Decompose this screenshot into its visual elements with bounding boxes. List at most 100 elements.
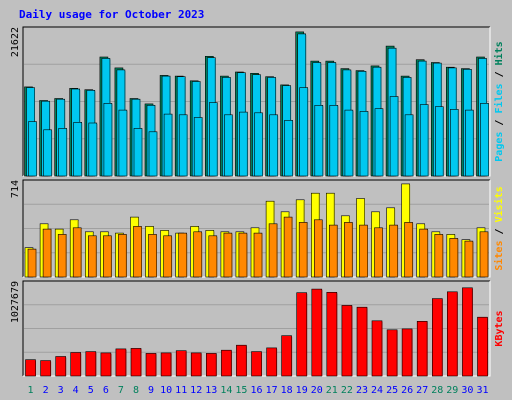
bar-kbytes bbox=[266, 347, 277, 377]
x-tick-label: 4 bbox=[73, 385, 79, 396]
bar-kbytes bbox=[326, 291, 338, 377]
bar-pages bbox=[449, 109, 459, 177]
bar-kbytes bbox=[25, 359, 36, 377]
bar-kbytes bbox=[251, 351, 262, 377]
bar-kbytes bbox=[401, 328, 413, 377]
bar-pages bbox=[359, 111, 369, 177]
bar-pages bbox=[465, 109, 474, 177]
ymax-label: 1027679 bbox=[10, 281, 21, 323]
panel-middle: 714 Sites / Visits bbox=[10, 179, 505, 278]
bar-pages bbox=[133, 128, 143, 177]
x-tick-label: 1 bbox=[27, 385, 33, 396]
ymax-label: 714 bbox=[10, 180, 21, 198]
bar-sites bbox=[253, 232, 263, 278]
legend-hits: Hits bbox=[493, 41, 505, 65]
x-tick-label: 12 bbox=[190, 385, 202, 396]
bar-kbytes bbox=[70, 352, 81, 377]
bar-pages bbox=[329, 105, 339, 177]
bar-pages bbox=[103, 103, 113, 177]
x-tick-label: 20 bbox=[311, 385, 323, 396]
series-legend: Pages / Files / Hits bbox=[493, 41, 505, 161]
x-tick-label: 8 bbox=[133, 385, 139, 396]
bar-pages bbox=[314, 105, 324, 177]
bar-kbytes bbox=[206, 353, 217, 377]
bar-kbytes bbox=[311, 288, 323, 377]
panel-top: 21622 Pages / Files / Hits bbox=[10, 26, 505, 177]
bar-pages bbox=[73, 122, 82, 177]
bar-sites bbox=[419, 228, 429, 278]
bar-kbytes bbox=[236, 344, 247, 377]
x-tick-label: 13 bbox=[205, 385, 217, 396]
bar-sites bbox=[389, 224, 398, 278]
bar-kbytes bbox=[462, 287, 473, 377]
bar-pages bbox=[88, 122, 98, 177]
bar-pages bbox=[209, 102, 218, 177]
x-tick-label: 2 bbox=[43, 385, 49, 396]
bar-pages bbox=[193, 117, 203, 177]
bar-pages bbox=[284, 120, 293, 177]
bar-sites bbox=[193, 231, 202, 278]
bar-pages bbox=[374, 108, 384, 177]
bar-kbytes bbox=[416, 320, 428, 377]
bar-pages bbox=[404, 114, 414, 177]
x-tick-label: 11 bbox=[175, 385, 187, 396]
bar-sites bbox=[404, 222, 413, 278]
bar-pages bbox=[299, 87, 309, 177]
panel-bottom: 1027679 KBytes bbox=[10, 280, 505, 377]
x-tick-label: 26 bbox=[401, 385, 413, 396]
bar-sites bbox=[434, 234, 444, 278]
x-tick-label: 31 bbox=[476, 385, 488, 396]
chart-title: Daily usage for October 2023 bbox=[19, 8, 204, 21]
bar-kbytes bbox=[221, 349, 232, 377]
legend-visits: Visits bbox=[493, 186, 505, 222]
bar-sites bbox=[298, 222, 308, 278]
x-tick-label: 10 bbox=[160, 385, 172, 396]
panel-border bbox=[22, 280, 490, 376]
bar-sites bbox=[178, 232, 187, 278]
legend-separator: / bbox=[494, 114, 505, 132]
x-tick-label: 29 bbox=[446, 385, 458, 396]
x-tick-label: 3 bbox=[58, 385, 64, 396]
bar-pages bbox=[269, 114, 278, 177]
bar-sites bbox=[449, 238, 459, 278]
bar-pages bbox=[43, 129, 52, 177]
bar-sites bbox=[72, 227, 82, 278]
bar-sites bbox=[88, 235, 97, 278]
bar-pages bbox=[178, 114, 188, 177]
bar-sites bbox=[223, 232, 233, 278]
bar-kbytes bbox=[100, 352, 112, 377]
bar-pages bbox=[254, 112, 263, 177]
x-tick-label: 18 bbox=[281, 385, 293, 396]
x-tick-label: 7 bbox=[118, 385, 124, 396]
bar-pages bbox=[419, 104, 429, 177]
bar-pages bbox=[163, 113, 173, 177]
bar-pages bbox=[480, 103, 489, 177]
bar-sites bbox=[374, 227, 383, 278]
bar-kbytes bbox=[431, 298, 443, 377]
bar-pages bbox=[344, 109, 354, 177]
bar-kbytes bbox=[281, 335, 292, 377]
bar-kbytes bbox=[160, 352, 172, 377]
bar-kbytes bbox=[40, 360, 51, 377]
bar-kbytes bbox=[371, 320, 383, 377]
bar-sites bbox=[479, 231, 489, 278]
x-tick-label: 27 bbox=[416, 385, 428, 396]
x-tick-label: 21 bbox=[326, 385, 338, 396]
bar-sites bbox=[208, 235, 218, 278]
bar-kbytes bbox=[175, 350, 187, 377]
panel-border bbox=[22, 179, 490, 277]
bar-sites bbox=[313, 219, 323, 278]
legend-files: Files bbox=[493, 83, 505, 113]
bar-kbytes bbox=[145, 353, 157, 377]
x-tick-label: 15 bbox=[235, 385, 247, 396]
x-tick-label: 23 bbox=[356, 385, 368, 396]
bar-sites bbox=[42, 228, 52, 278]
x-tick-label: 14 bbox=[220, 385, 232, 396]
bar-kbytes bbox=[296, 292, 308, 377]
bar-kbytes bbox=[341, 305, 353, 377]
bar-sites bbox=[103, 235, 112, 278]
legend-sites: Sites bbox=[493, 241, 505, 271]
x-tick-label: 19 bbox=[296, 385, 308, 396]
bar-sites bbox=[344, 222, 353, 278]
bar-kbytes bbox=[477, 316, 488, 377]
